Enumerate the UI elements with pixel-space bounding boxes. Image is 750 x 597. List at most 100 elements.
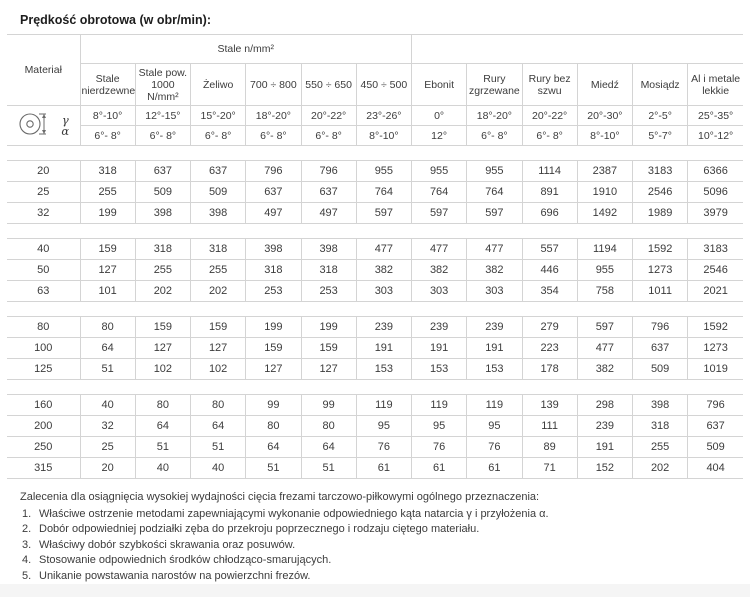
gamma-angle-cell: 20°-30°: [576, 105, 634, 126]
speed-cell: 199: [245, 316, 302, 338]
speed-cell: 80: [79, 316, 136, 338]
speed-cell: 597: [466, 202, 523, 224]
speed-cell: 597: [410, 202, 468, 224]
gamma-angle-cell: 25°-35°: [687, 105, 743, 126]
speed-cell: 796: [687, 394, 743, 416]
speed-cell: 597: [576, 316, 634, 338]
speed-cell: 398: [189, 202, 247, 224]
speed-cell: 382: [355, 259, 413, 281]
speed-cell: 159: [134, 316, 192, 338]
speed-cell: 2546: [687, 259, 743, 281]
speed-cell: 178: [521, 358, 578, 380]
speed-cell: 153: [355, 358, 413, 380]
speed-table: Materiał Stale n/mm² Stale nierdzewne St…: [7, 34, 743, 479]
alpha-angle-cell: 5°-7°: [631, 125, 689, 146]
col-header-al-i-metale: Al i metale lekkie: [687, 63, 743, 106]
speed-cell: 318: [300, 259, 357, 281]
speed-cell: 509: [687, 436, 743, 458]
speed-cell: 95: [466, 415, 523, 437]
speed-cell: 955: [466, 160, 523, 182]
speed-cell: 3183: [631, 160, 689, 182]
row-diameter: 40: [7, 238, 81, 260]
group-spacer: [7, 146, 743, 161]
alpha-angle-cell: 6°- 8°: [300, 125, 357, 146]
gamma-angle-cell: 0°: [410, 105, 468, 126]
gamma-symbol: γ: [61, 112, 69, 127]
speed-cell: 199: [300, 316, 357, 338]
table-row: 80 80 159 159 199 199 239 239 239 279 597 796 1592: [7, 316, 743, 338]
group-spacer: [7, 224, 743, 239]
gamma-angle-cell: 20°-22°: [521, 105, 578, 126]
speed-cell: 509: [134, 181, 192, 203]
alpha-angle-cell: 8°-10°: [355, 125, 413, 146]
row-diameter: 125: [7, 358, 81, 380]
speed-cell: 1592: [687, 316, 743, 338]
speed-cell: 497: [300, 202, 357, 224]
alpha-symbol: α: [61, 123, 70, 138]
col-header-550-650: 550 ÷ 650: [300, 63, 357, 106]
data-group: 80 80 159 159 199 199 239 239 239 279 597 796 1592 10…: [7, 316, 743, 380]
speed-cell: 80: [189, 394, 247, 416]
speed-cell: 398: [631, 394, 689, 416]
col-header-stale-nierdzewne: Stale nierdzewne: [80, 63, 136, 106]
speed-cell: 497: [245, 202, 302, 224]
table-row: 50 127 255 255 318 318 382 382 382 446 955 1273 2546: [7, 259, 743, 281]
gamma-angle-cell: 23°-26°: [355, 105, 413, 126]
speed-cell: 764: [410, 181, 468, 203]
speed-cell: 95: [410, 415, 468, 437]
table-row: 20 318 637 637 796 796 955 955 955 1114 2387 3183 63…: [7, 160, 743, 182]
speed-cell: 2387: [576, 160, 634, 182]
speed-cell: 255: [189, 259, 247, 281]
speed-cell: 477: [466, 238, 523, 260]
gamma-angle-cell: 20°-22°: [300, 105, 357, 126]
speed-cell: 61: [466, 457, 523, 479]
col-header-stale-pow-1000: Stale pow. 1000 N/mm²: [134, 63, 192, 106]
speed-cell: 51: [245, 457, 302, 479]
speed-cell: 202: [631, 457, 689, 479]
alpha-angle-cell: 6°- 8°: [466, 125, 523, 146]
speed-cell: 127: [189, 337, 247, 359]
speed-cell: 382: [466, 259, 523, 281]
speed-cell: 127: [245, 358, 302, 380]
speed-cell: 127: [300, 358, 357, 380]
speed-cell: 191: [355, 337, 413, 359]
speed-cell: 51: [79, 358, 136, 380]
speed-cell: 159: [189, 316, 247, 338]
speed-cell: 382: [410, 259, 468, 281]
speed-cell: 80: [300, 415, 357, 437]
speed-cell: 239: [466, 316, 523, 338]
gamma-angle-cell: 8°-10°: [79, 105, 136, 126]
speed-cell: 71: [521, 457, 578, 479]
gamma-angle-cell: 2°-5°: [631, 105, 689, 126]
speed-cell: 955: [410, 160, 468, 182]
speed-cell: 153: [410, 358, 468, 380]
speed-cell: 159: [79, 238, 136, 260]
group-spacer-cell: [7, 224, 743, 239]
note-item: Właściwy dobór szybkości skrawania oraz …: [39, 538, 296, 551]
speed-cell: 318: [631, 415, 689, 437]
speed-cell: 509: [189, 181, 247, 203]
speed-cell: 202: [189, 280, 247, 302]
row-diameter: 50: [7, 259, 81, 281]
speed-cell: 1910: [576, 181, 634, 203]
data-group: 40 159 318 318 398 398 477 477 477 557 1194 1592 318…: [7, 238, 743, 302]
speed-cell: 253: [300, 280, 357, 302]
table-row: 160 40 80 80 99 99 119 119 119 139 298 398 796: [7, 394, 743, 416]
speed-cell: 796: [300, 160, 357, 182]
speed-cell: 20: [79, 457, 136, 479]
speed-cell: 89: [521, 436, 578, 458]
note-item: Stosowanie odpowiednich środków chłodząc…: [39, 554, 332, 566]
speed-cell: 40: [189, 457, 247, 479]
speed-cell: 446: [521, 259, 578, 281]
speed-cell: 99: [245, 394, 302, 416]
speed-cell: 51: [189, 436, 247, 458]
speed-cell: 404: [687, 457, 743, 479]
speed-cell: 318: [134, 238, 192, 260]
speed-cell: 1989: [631, 202, 689, 224]
speed-cell: 318: [189, 238, 247, 260]
bottom-strip: [0, 584, 750, 597]
row-diameter: 100: [7, 337, 81, 359]
speed-cell: 318: [79, 160, 136, 182]
alpha-angle-cell: 6°- 8°: [80, 125, 136, 146]
speed-cell: 1273: [687, 337, 743, 359]
